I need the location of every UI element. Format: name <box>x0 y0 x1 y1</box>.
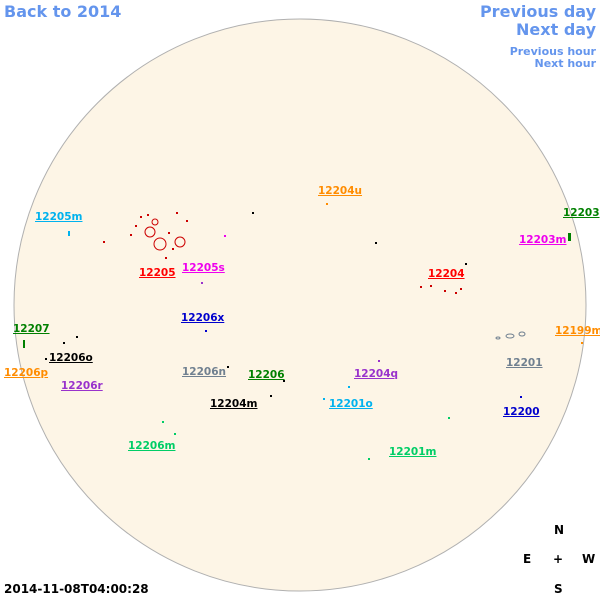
region-label[interactable]: 12203m <box>519 234 567 246</box>
region-label[interactable]: 12201m <box>389 446 437 458</box>
colored-spots <box>23 203 583 460</box>
small-spots <box>45 212 467 397</box>
region-label[interactable]: 12204 <box>428 268 465 280</box>
region-label[interactable]: 12206n <box>182 366 227 378</box>
region-label[interactable]: 12206 <box>248 369 285 381</box>
region-label[interactable]: 12201 <box>506 357 543 369</box>
compass-center: + <box>553 552 564 566</box>
region-label[interactable]: 12206x <box>181 312 225 324</box>
timestamp: 2014-11-08T04:00:28 <box>4 582 149 596</box>
previous-hour-link[interactable]: Previous hour <box>509 45 596 58</box>
next-day-link[interactable]: Next day <box>516 20 596 39</box>
region-label[interactable]: 12199m <box>555 325 600 337</box>
sunspot-dots <box>103 212 462 294</box>
back-link[interactable]: Back to 2014 <box>4 2 122 21</box>
region-label[interactable]: 12203 <box>563 207 600 219</box>
compass-south: S <box>554 582 563 596</box>
region-label[interactable]: 12206r <box>61 380 103 392</box>
region-label[interactable]: 12204m <box>210 398 258 410</box>
sunspot-group <box>144 218 186 251</box>
region-label[interactable]: 12205s <box>182 262 225 274</box>
region-label[interactable]: 12205 <box>139 267 176 279</box>
sun-disk <box>13 18 587 592</box>
sunspot-outline <box>495 331 526 340</box>
compass-east: E <box>523 552 532 566</box>
region-label[interactable]: 12206p <box>4 367 49 379</box>
region-label[interactable]: 12206o <box>49 352 93 364</box>
region-label[interactable]: 12200 <box>503 406 540 418</box>
region-label[interactable]: 12201o <box>329 398 373 410</box>
region-label[interactable]: 12207 <box>13 323 50 335</box>
region-label[interactable]: 12204u <box>318 185 363 197</box>
compass-north: N <box>554 523 565 537</box>
region-label[interactable]: 12205m <box>35 211 83 223</box>
previous-day-link[interactable]: Previous day <box>479 2 596 21</box>
compass-west: W <box>582 552 596 566</box>
region-label[interactable]: 12206m <box>128 440 176 452</box>
next-hour-link[interactable]: Next hour <box>534 57 597 70</box>
region-label[interactable]: 12204q <box>354 368 399 380</box>
